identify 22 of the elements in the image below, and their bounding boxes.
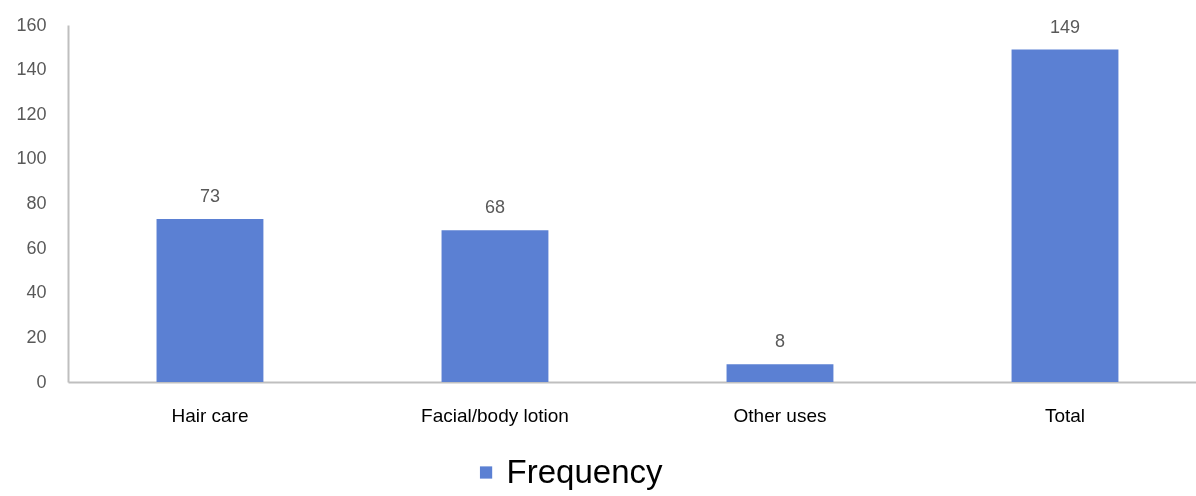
x-tick-label: Facial/body lotion [421, 404, 569, 426]
y-tick-label: 160 [16, 14, 47, 35]
x-tick-label: Other uses [733, 404, 827, 426]
y-tick-label: 140 [16, 59, 47, 80]
y-tick-label: 20 [26, 326, 47, 347]
x-tick-label: Total [1044, 404, 1086, 426]
y-tick-label: 80 [26, 193, 47, 213]
data-label: 8 [774, 331, 785, 352]
y-tick-label: 100 [16, 148, 47, 169]
data-label: 149 [1049, 16, 1081, 37]
bar [441, 230, 549, 382]
bar [726, 364, 834, 382]
y-tick-label: 40 [26, 282, 47, 303]
y-tick-label: 0 [36, 371, 47, 392]
bar [156, 219, 264, 382]
y-tick-label: 60 [26, 237, 47, 258]
data-label: 73 [199, 186, 220, 207]
y-tick-label: 120 [16, 103, 47, 124]
x-tick-label: Hair care [171, 404, 249, 426]
bar [1011, 49, 1119, 382]
data-label: 68 [484, 197, 505, 218]
legend-label: Frequency [506, 452, 663, 490]
